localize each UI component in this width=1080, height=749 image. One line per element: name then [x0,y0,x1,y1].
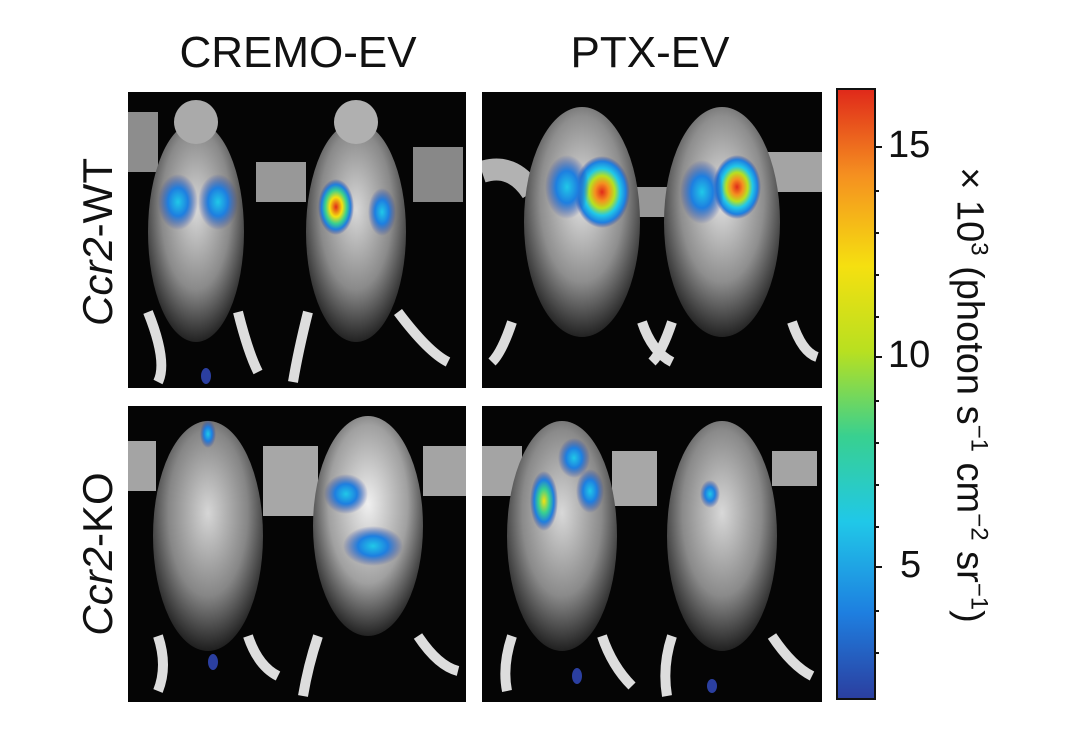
colorbar [836,88,876,700]
mouse-image-wt-cremo [128,100,463,385]
row-label-ccr2-wt: Ccr2-WT [74,158,121,326]
colorbar-tick [874,566,882,568]
image-panel-wt-cremo [128,92,466,388]
image-panel-ko-cremo [128,406,466,702]
colorbar-tick [874,442,879,444]
colorbar-tick [874,400,879,402]
mouse-image-wt-ptx [482,107,822,367]
colorbar-tick [874,316,879,318]
colorbar-title: × 103 (photon s−1 cm−2 sr−1) [948,167,993,623]
image-panel-wt-ptx [482,92,822,388]
image-panel-ko-ptx [482,406,822,702]
colorbar-tick-label-15: 15 [888,124,931,166]
colorbar-tick [874,146,882,148]
colorbar-tick [874,610,879,612]
colorbar-tick [874,652,879,654]
colorbar-tick [874,274,879,276]
colorbar-tick [874,526,879,528]
column-header-cremo-ev: CREMO-EV [179,28,417,77]
colorbar-tick [874,190,879,192]
colorbar-tick [874,356,882,358]
mouse-image-ko-ptx [482,421,817,697]
colorbar-tick-label-5: 5 [900,544,922,586]
column-header-ptx-ev: PTX-EV [570,28,730,77]
colorbar-tick [874,484,879,486]
colorbar-tick [874,232,879,234]
colorbar-tick-label-10: 10 [888,334,931,376]
mouse-image-ko-cremo [128,416,466,697]
row-label-ccr2-ko: Ccr2-KO [74,472,121,636]
